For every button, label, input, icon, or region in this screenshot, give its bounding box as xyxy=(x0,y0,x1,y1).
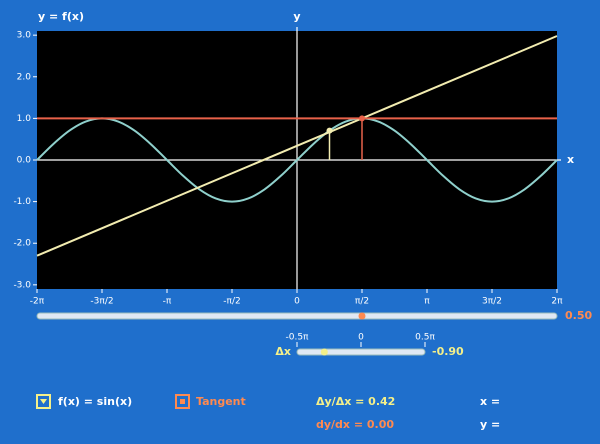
secant-slope: Δy/Δx = 0.42 xyxy=(316,395,395,408)
slider-tick-label: -0.5π xyxy=(286,333,310,343)
slider-value: 0.50 xyxy=(565,309,592,322)
y-readout: y = xyxy=(480,418,500,431)
y-tick-label: -3.0 xyxy=(13,280,31,290)
check-icon xyxy=(180,399,185,404)
y-tick-label: 2.0 xyxy=(17,72,32,82)
slider-tick-label: 0.5π xyxy=(415,333,435,343)
x-tick-label: 2π xyxy=(551,297,563,307)
x-axis-label: x xyxy=(567,153,574,166)
series-line xyxy=(36,117,558,203)
y-tick-label: -1.0 xyxy=(13,197,31,207)
x-readout: x = xyxy=(480,395,500,408)
slider-thumb[interactable] xyxy=(320,348,328,356)
slider-track[interactable] xyxy=(36,312,558,320)
x-tick-label: -π/2 xyxy=(223,297,240,307)
y-axis-label: y xyxy=(293,10,300,23)
chart-title: y = f(x) xyxy=(38,10,84,23)
slider-label: Δx xyxy=(275,345,291,358)
y-tick-label: -2.0 xyxy=(13,239,31,249)
slider-value: -0.90 xyxy=(432,345,464,358)
y-tick-label: 0.0 xyxy=(17,156,32,166)
legend-label: Tangent xyxy=(196,395,246,408)
x-tick-label: π/2 xyxy=(355,297,369,307)
x-tick-label: -3π/2 xyxy=(90,297,113,307)
point xyxy=(326,127,333,134)
slider-tick-label: 0 xyxy=(358,333,364,343)
y-tick-label: 1.0 xyxy=(17,114,32,124)
tangent-slope: dy/dx = 0.00 xyxy=(316,418,394,431)
x-tick-label: π xyxy=(424,297,430,307)
series-line xyxy=(36,35,558,257)
x-tick-label: -π xyxy=(163,297,172,307)
check-icon xyxy=(40,399,47,404)
legend-label: f(x) = sin(x) xyxy=(58,395,132,408)
x-tick-label: 3π/2 xyxy=(482,297,502,307)
point xyxy=(359,115,365,122)
x-tick-label: 0 xyxy=(294,297,300,307)
slider-track[interactable] xyxy=(296,348,426,356)
y-tick-label: 3.0 xyxy=(17,31,32,41)
slider-thumb[interactable] xyxy=(358,312,366,320)
x-tick-label: -2π xyxy=(30,297,45,307)
